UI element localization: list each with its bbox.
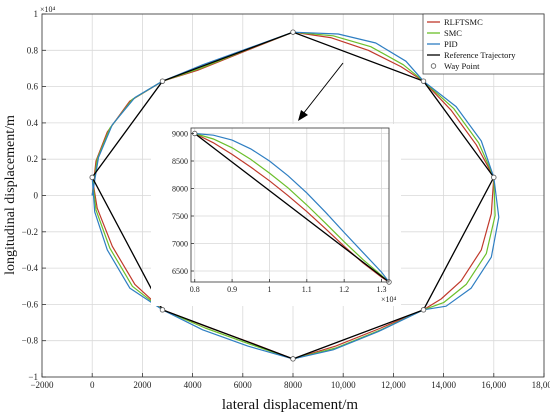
inset-x-tick-label: 0.8 [190,285,200,294]
y-axis-label: longitudinal displacement/m [3,115,18,275]
x-tick-label: −2000 [30,380,54,390]
series-line-pid [91,31,500,360]
legend-swatch-waypoint [430,63,437,69]
x-tick-label: 10,000 [331,380,356,390]
inset-y-tick-label: 8000 [172,185,188,194]
y-tick-label: 1 [34,9,39,19]
y-tick-label: 0.4 [27,118,39,128]
inset-y-tick-label: 9000 [172,130,188,139]
inset-y-tick-label: 6500 [172,267,188,276]
y-tick-label: 0.6 [27,82,39,92]
inset-x-exponent-label: ×10⁴ [381,295,397,304]
waypoint-marker [159,307,166,313]
main-axes: −2000 0 2000 4000 6000 8000 10,000 12,000 14,000… [22,9,550,390]
x-axis-label: lateral displacement/m [222,397,359,413]
y-exponent-label: ×10⁴ [40,5,56,14]
waypoint-marker [290,356,296,362]
legend-label: Way Point [444,61,480,71]
inset-x-tick-label: 1.3 [377,285,387,294]
inset-y-tick-label: 7500 [172,212,188,221]
inset-background [151,124,401,306]
y-tick-label: −0.2 [22,227,38,237]
waypoint-marker [491,174,497,181]
x-tick-label: 16,000 [481,380,506,390]
x-tick-label: 4000 [184,380,203,390]
inset-series-line-smc [194,132,390,283]
legend-box [422,13,545,75]
inset-frame [190,127,390,283]
x-tick-label: 6000 [234,380,253,390]
legend-label: RLFTSMC [444,17,483,27]
x-tick-label: 8000 [284,380,303,390]
y-tick-label: −0.4 [22,263,39,273]
waypoint-marker [159,78,166,84]
x-tick-label: 18,000 [532,380,550,390]
waypoint-marker [420,307,427,313]
main-series-group [89,29,500,362]
y-tick-label: −0.8 [22,336,39,346]
x-tick-label: 14,000 [431,380,456,390]
inset-x-tick-label: 1.2 [339,285,349,294]
x-tick-label: 12,000 [381,380,406,390]
series-line-smc [91,31,496,360]
x-tick-label: 0 [90,380,95,390]
inset-x-tick-label: 1.1 [302,285,312,294]
y-tick-label: −1 [28,372,38,382]
zoom-arrow [298,62,344,121]
waypoint-marker [420,78,427,84]
waypoint-marker [290,29,296,35]
inset-series-line-rlftsmc [194,132,390,283]
inset-panel: 0.8 0.9 1 1.1 1.2 1.3 6500 7000 7500 8000 8500 9000… [151,124,401,306]
y-tick-label: −0.6 [22,299,39,309]
inset-series-line-pid [194,132,390,283]
waypoint-marker [89,174,95,181]
legend-label: Reference Trajectory [444,50,516,60]
y-tick-label: 0.2 [27,154,38,164]
legend-label: SMC [444,28,462,38]
inset-x-tick-label: 1 [267,285,271,294]
inset-x-tick-label: 0.9 [227,285,237,294]
inset-y-tick-label: 8500 [172,157,188,166]
x-tick-label: 2000 [133,380,152,390]
y-tick-label: 0.8 [27,45,39,55]
legend-label: PID [444,39,458,49]
inset-reference-line [194,132,390,283]
inset-y-tick-label: 7000 [172,240,188,249]
y-tick-label: 0 [34,191,39,201]
